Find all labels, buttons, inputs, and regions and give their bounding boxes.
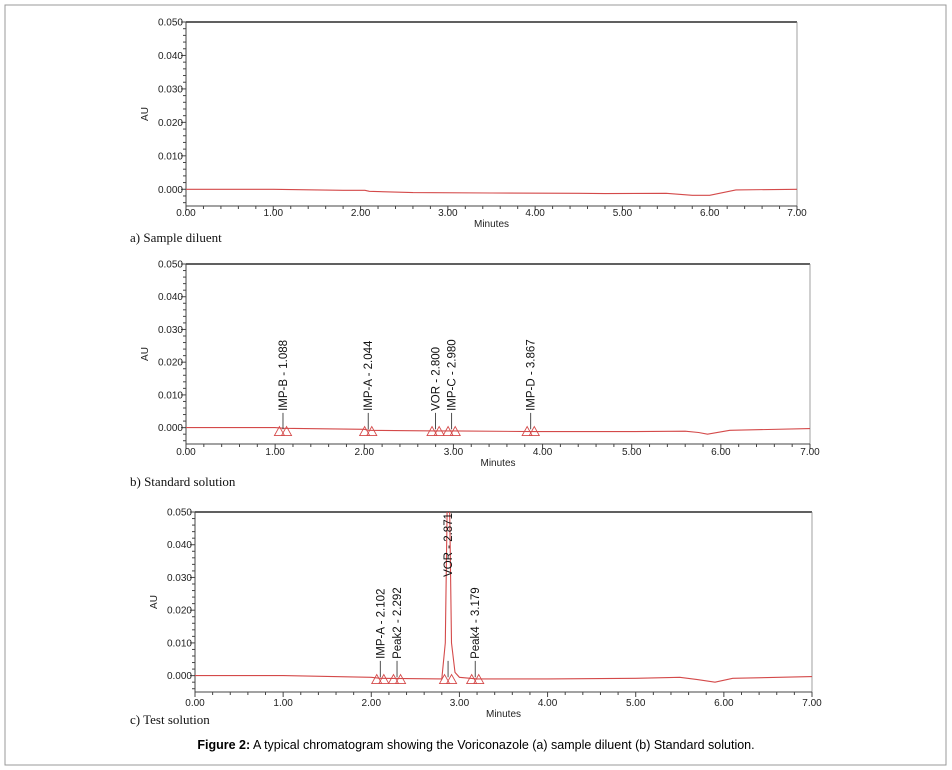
x-tick-label: 5.00	[613, 208, 633, 219]
x-tick-label: 4.00	[525, 208, 545, 219]
y-tick-label: 0.020	[158, 358, 183, 369]
chart-panel-b: 0.00 1.00 2.00 3.00 4.00 5.00 6.00 7.00 0.000 0.0…	[130, 260, 820, 490]
peak-marker-triangle	[426, 425, 438, 437]
peak-marker-triangle	[280, 425, 293, 437]
panel-caption: b) Standard solution	[130, 474, 236, 489]
x-tick-label: 2.00	[362, 698, 382, 709]
y-tick-label: 0.000	[158, 423, 183, 434]
x-tick-label: 7.00	[800, 447, 820, 458]
x-tick-label: 0.00	[176, 447, 196, 458]
peak-label: Peak2 - 2.292	[392, 587, 404, 659]
x-tick-label: 0.00	[185, 698, 205, 709]
peak-marker-triangle	[438, 673, 451, 685]
x-tick-label: 7.00	[787, 208, 807, 219]
x-tick-label: 4.00	[538, 698, 558, 709]
panel-caption: a) Sample diluent	[130, 230, 222, 245]
chromatogram-trace	[195, 512, 812, 683]
y-tick-label: 0.040	[158, 51, 183, 62]
peak-label: IMP-B - 1.088	[278, 340, 290, 411]
chart-panel-a: 0.00 1.00 2.00 3.00 4.00 5.00 6.00 7.00 0.000 0.0…	[130, 18, 807, 246]
figure-border	[4, 4, 947, 766]
x-tick-label: 2.00	[351, 208, 371, 219]
peak-marker-triangle	[449, 425, 461, 437]
peak-marker-triangle	[394, 673, 407, 685]
y-tick-label: 0.010	[158, 151, 183, 162]
peak-marker-triangle	[358, 425, 371, 437]
peak-label: Peak4 - 3.179	[470, 587, 482, 659]
x-tick-label: 0.00	[176, 208, 196, 219]
x-tick-label: 1.00	[273, 698, 293, 709]
x-tick-label: 5.00	[626, 698, 646, 709]
peak-marker-triangle	[370, 673, 383, 685]
peak-marker-triangle	[528, 425, 541, 437]
peak-annotation: IMP-A - 2.102	[370, 589, 390, 685]
x-tick-label: 5.00	[622, 447, 642, 458]
peak-label: IMP-D - 3.867	[526, 339, 538, 411]
x-tick-label: 4.00	[533, 447, 553, 458]
y-tick-label: 0.030	[158, 325, 183, 336]
x-tick-label: 6.00	[700, 208, 720, 219]
y-tick-label: 0.050	[158, 260, 183, 271]
y-tick-label: 0.010	[167, 638, 192, 649]
peak-marker-triangle	[445, 673, 458, 685]
x-tick-label: 2.00	[355, 447, 375, 458]
y-tick-label: 0.020	[158, 118, 183, 129]
y-tick-label: 0.000	[158, 185, 183, 196]
peak-marker-triangle	[378, 673, 390, 685]
peak-label: VOR - 2.800	[431, 347, 443, 411]
peak-marker-triangle	[472, 673, 485, 685]
peak-annotation: Peak2 - 2.292	[387, 587, 407, 685]
x-tick-label: 3.00	[450, 698, 470, 709]
peak-label: IMP-A - 2.044	[363, 340, 375, 411]
x-tick-label: 6.00	[714, 698, 734, 709]
y-tick-label: 0.000	[167, 671, 192, 682]
peak-marker-triangle	[433, 425, 445, 437]
peak-annotation: IMP-D - 3.867	[521, 339, 541, 437]
peak-marker-triangle	[465, 673, 478, 685]
x-tick-label: 6.00	[711, 447, 731, 458]
peak-marker-triangle	[442, 425, 454, 437]
peak-marker-triangle	[366, 425, 378, 437]
y-axis-label: AU	[140, 347, 151, 361]
y-tick-label: 0.030	[167, 573, 192, 584]
peak-annotation: IMP-A - 2.044	[358, 340, 378, 437]
panel-caption: c) Test solution	[130, 712, 210, 727]
peak-label: VOR - 2.871	[443, 513, 455, 577]
y-tick-label: 0.010	[158, 390, 183, 401]
y-tick-label: 0.030	[158, 84, 183, 95]
peak-marker-triangle	[387, 673, 400, 685]
x-tick-label: 3.00	[444, 447, 464, 458]
peak-annotation: VOR - 2.800	[426, 347, 445, 437]
y-tick-label: 0.040	[167, 540, 192, 551]
y-tick-label: 0.020	[167, 606, 192, 617]
peak-marker-triangle	[521, 425, 533, 437]
x-tick-label: 7.00	[802, 698, 822, 709]
chart-panel-c: 0.00 1.00 2.00 3.00 4.00 5.00 6.00 7.00 0.000 0.0…	[130, 508, 822, 728]
x-tick-label: 3.00	[438, 208, 458, 219]
y-tick-label: 0.050	[158, 18, 183, 29]
peak-annotation: IMP-B - 1.088	[273, 340, 293, 437]
chromatogram-trace	[186, 188, 797, 196]
peak-annotation: IMP-C - 2.980	[442, 339, 461, 437]
x-axis-label: Minutes	[486, 709, 521, 720]
x-tick-label: 1.00	[264, 208, 284, 219]
peak-marker-triangle	[273, 425, 286, 437]
chromatogram-trace	[186, 427, 810, 435]
y-tick-label: 0.050	[167, 508, 192, 519]
x-axis-label: Minutes	[480, 458, 515, 469]
y-axis-label: AU	[140, 107, 151, 121]
peak-label: IMP-C - 2.980	[447, 339, 459, 411]
y-axis-label: AU	[149, 595, 160, 609]
x-axis-label: Minutes	[474, 219, 509, 230]
peak-annotation: VOR - 2.871	[438, 513, 458, 685]
peak-label: IMP-A - 2.102	[375, 589, 387, 659]
peak-annotation: Peak4 - 3.179	[465, 587, 485, 685]
figure-caption: Figure 2: A typical chromatogram showing…	[197, 738, 754, 752]
x-tick-label: 1.00	[265, 447, 285, 458]
y-tick-label: 0.040	[158, 292, 183, 303]
